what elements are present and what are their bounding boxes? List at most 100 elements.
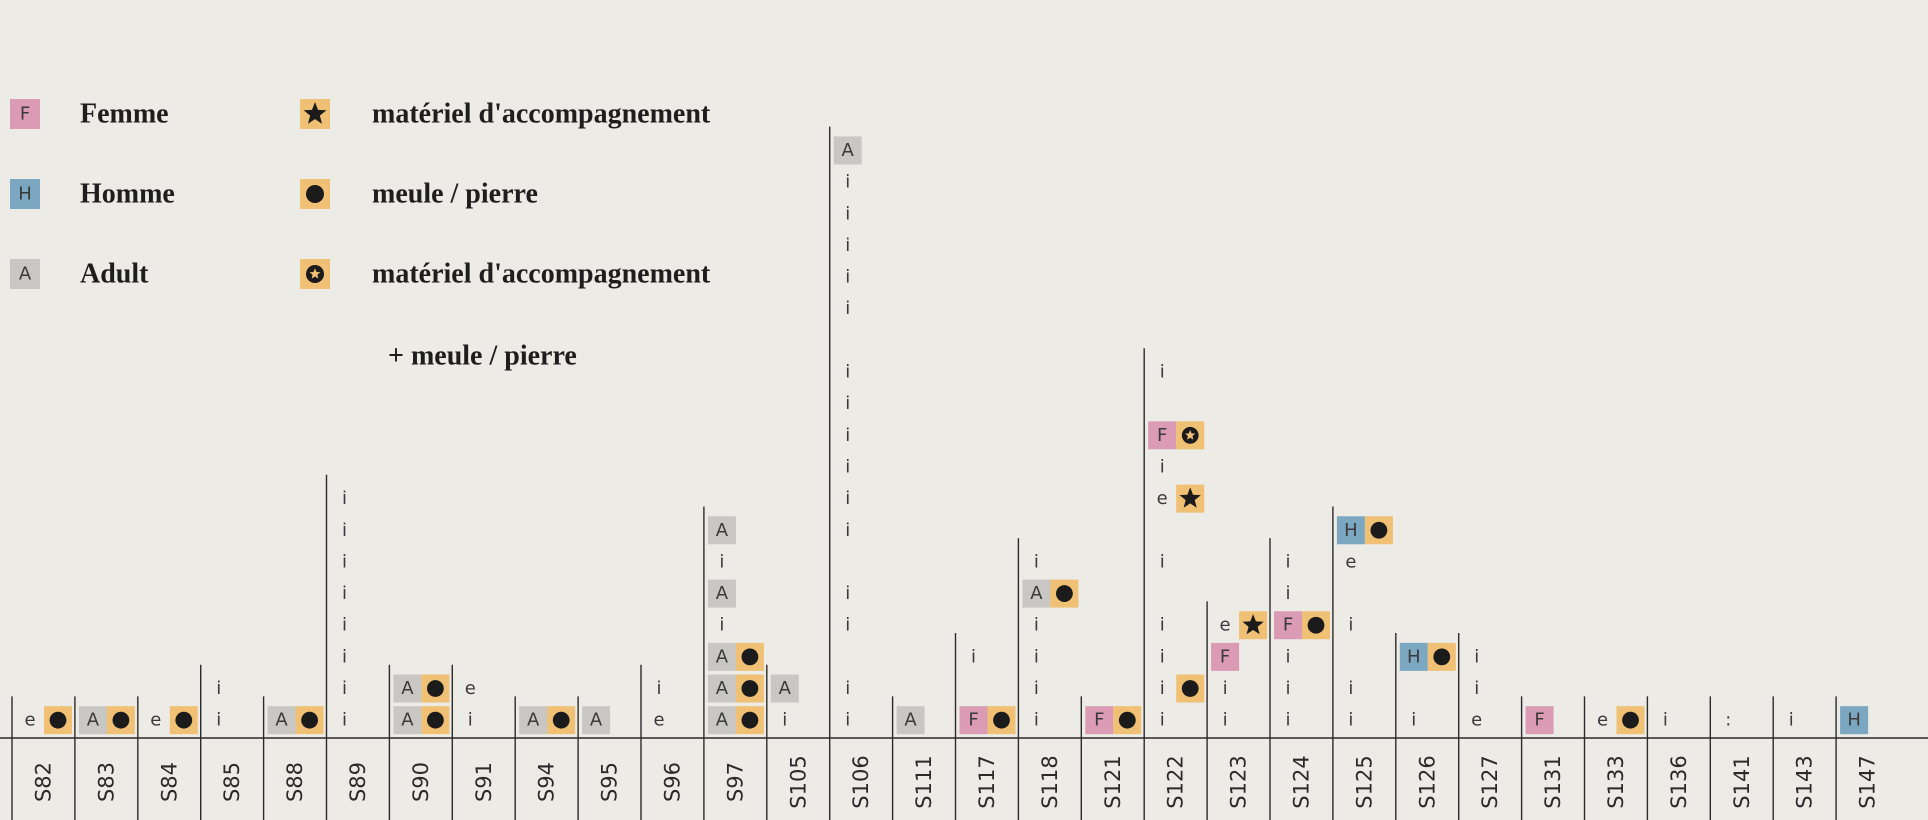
cell-label-s122-r2: i xyxy=(1160,646,1165,667)
cell-label-s97-r5: i xyxy=(719,551,724,572)
cell-label-s89-r3: i xyxy=(342,615,347,636)
cell-label-s105-r1: A xyxy=(779,678,792,699)
cell-s125-r6-h xyxy=(1336,516,1365,545)
tick-label-s94: S94 xyxy=(535,762,559,802)
cell-label-s106-r7: i xyxy=(845,488,850,509)
cell-label-s97-r3: i xyxy=(719,615,724,636)
cell-s123-r3-star-icon xyxy=(1242,614,1264,635)
cell-label-s106-r9: i xyxy=(845,425,850,446)
cell-label-s89-r5: i xyxy=(342,551,347,572)
cell-label-s83-r0: A xyxy=(87,710,100,731)
cell-s88-r0-dot-icon xyxy=(301,711,318,729)
cell-s97-r0-dot-icon xyxy=(741,711,759,729)
cell-s97-r4-a xyxy=(707,579,736,608)
cell-s97-r0-a xyxy=(707,706,736,735)
cell-label-s106-r17: i xyxy=(845,172,850,193)
cell-s118-r4-a xyxy=(1022,579,1051,608)
cell-label-s127-r0: e xyxy=(1471,710,1482,731)
cell-s88-r0-a xyxy=(267,706,296,735)
tick-label-s133: S133 xyxy=(1604,755,1628,808)
legend-label-femme: Femme xyxy=(80,99,169,130)
cell-label-s106-r8: i xyxy=(845,456,850,477)
cell-label-s90-r0: A xyxy=(401,710,414,731)
cell-label-s97-r0: A xyxy=(716,710,729,731)
cell-label-s82-r0: e xyxy=(24,710,35,731)
cell-label-s90-r1: A xyxy=(401,678,414,699)
cell-s124-r3-f xyxy=(1274,611,1302,640)
legend-label-homme: Homme xyxy=(80,179,175,210)
cell-label-s85-r0: i xyxy=(216,710,221,731)
legend-dot-icon xyxy=(306,185,324,203)
cell-label-s124-r0: i xyxy=(1285,710,1290,731)
legend-swatch-adult xyxy=(10,259,40,289)
cell-label-s122-r9: F xyxy=(1157,425,1167,446)
tick-label-s95: S95 xyxy=(598,762,622,802)
cell-label-s97-r1: A xyxy=(716,678,729,699)
cell-s131-r0-f xyxy=(1525,706,1554,735)
cell-s90-r0-a xyxy=(393,706,422,735)
cell-s84-r0-dot-icon xyxy=(175,711,193,729)
cell-label-s126-r0: i xyxy=(1411,710,1416,731)
cell-label-s123-r0: i xyxy=(1223,710,1228,731)
cell-label-s122-r7: e xyxy=(1157,488,1168,509)
cell-label-s106-r0: i xyxy=(845,710,850,731)
cell-s97-r1-dot-icon xyxy=(741,680,759,697)
cell-label-s97-r6: A xyxy=(716,520,729,541)
tick-label-s83: S83 xyxy=(94,762,118,802)
cell-s117-r0-dot-icon xyxy=(993,711,1010,729)
cell-label-s106-r4: i xyxy=(845,583,850,604)
cell-label-s89-r1: i xyxy=(342,678,347,699)
tick-label-s127: S127 xyxy=(1478,755,1502,808)
cell-label-s133-r0: e xyxy=(1597,710,1608,731)
cell-label-s106-r11: i xyxy=(845,362,850,383)
cell-s111-r0-a xyxy=(896,706,925,735)
cell-s126-r2-h xyxy=(1399,642,1428,671)
tick-label-s117: S117 xyxy=(975,755,999,808)
cell-label-s89-r7: i xyxy=(342,488,347,509)
cell-label-s147-r0: H xyxy=(1847,710,1861,731)
tick-label-s105: S105 xyxy=(786,755,810,808)
tick-label-s85: S85 xyxy=(220,762,244,802)
cell-s122-r9-ring-icon-inner xyxy=(1185,430,1196,440)
cell-s121-r0-dot-icon xyxy=(1118,711,1136,729)
cell-label-s118-r2: i xyxy=(1034,646,1039,667)
cell-label-s124-r2: i xyxy=(1285,646,1290,667)
tick-label-s141: S141 xyxy=(1730,755,1754,808)
cell-s123-r2-f xyxy=(1211,642,1240,671)
cell-label-s97-r4: A xyxy=(716,583,729,604)
cell-s147-r0-h xyxy=(1840,706,1869,735)
cell-label-s124-r5: i xyxy=(1285,551,1290,572)
cell-label-s121-r0: F xyxy=(1094,710,1104,731)
tick-label-s125: S125 xyxy=(1352,755,1376,808)
cell-s122-r9-f xyxy=(1148,421,1177,450)
cell-label-s122-r3: i xyxy=(1160,615,1165,636)
legend-swatch-femme xyxy=(10,99,40,129)
cell-label-s143-r0: i xyxy=(1789,710,1794,731)
cell-s97-r1-a xyxy=(707,674,736,703)
cell-label-s125-r5: e xyxy=(1345,551,1356,572)
cell-label-s124-r1: i xyxy=(1285,678,1290,699)
tick-label-s136: S136 xyxy=(1667,755,1691,808)
tick-label-s131: S131 xyxy=(1541,755,1565,808)
cell-s97-r6-a xyxy=(707,516,736,545)
cell-s94-r0-a xyxy=(519,706,548,735)
tick-label-s123: S123 xyxy=(1227,755,1251,808)
cell-label-s94-r0: A xyxy=(527,710,540,731)
legend-swatch-letter: H xyxy=(18,184,32,205)
cell-s90-r0-dot-icon xyxy=(427,711,444,729)
legend-ring-icon-inner xyxy=(309,268,321,279)
cell-label-s91-r1: e xyxy=(465,678,476,699)
cell-label-s96-r0: e xyxy=(653,710,664,731)
cell-label-s118-r1: i xyxy=(1034,678,1039,699)
cell-label-s106-r18: A xyxy=(842,140,855,161)
cell-label-s122-r8: i xyxy=(1160,456,1165,477)
cell-label-s127-r2: i xyxy=(1474,646,1479,667)
legend-label-dot: meule / pierre xyxy=(372,179,538,210)
tick-label-s106: S106 xyxy=(849,755,873,808)
cell-s126-r2-dot-icon xyxy=(1433,648,1451,666)
legend-swatch-homme xyxy=(10,179,40,209)
cell-label-s131-r0: F xyxy=(1534,710,1544,731)
tick-label-s147: S147 xyxy=(1856,755,1880,808)
cell-label-s106-r16: i xyxy=(845,203,850,224)
